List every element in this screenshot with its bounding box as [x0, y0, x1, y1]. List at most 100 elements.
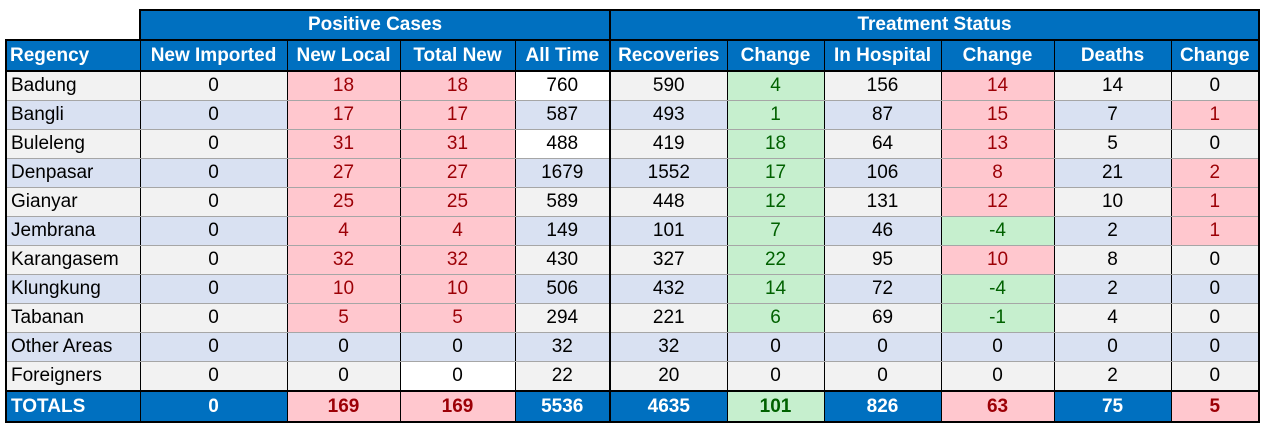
new-imported-cell: 0 — [139, 187, 288, 217]
column-header-in-hospital: In Hospital — [823, 39, 942, 72]
all-time-cell: 506 — [514, 274, 611, 304]
column-header-total-new: Total New — [399, 39, 516, 72]
total-new-cell: 10 — [399, 274, 516, 304]
all-time-cell: 1679 — [514, 158, 611, 188]
hospital-change-cell: 12 — [940, 187, 1055, 217]
new-imported-cell: 0 — [139, 361, 288, 392]
new-imported-cell: 0 — [139, 216, 288, 246]
totals-recoveries: 4635 — [609, 390, 728, 423]
deaths-cell: 8 — [1053, 245, 1172, 275]
in-hospital-cell: 46 — [823, 216, 942, 246]
table-row: Gianyar 0 25 25 589 448 12 131 12 10 1 — [5, 187, 1261, 217]
column-header-row: Regency New Imported New Local Total New… — [5, 39, 1261, 72]
hospital-change-cell: 14 — [940, 70, 1055, 101]
totals-total-new: 169 — [399, 390, 516, 423]
column-header-deaths: Deaths — [1053, 39, 1172, 72]
recoveries-cell: 1552 — [609, 158, 728, 188]
recoveries-cell: 221 — [609, 303, 728, 333]
deaths-change-cell: 0 — [1170, 70, 1261, 101]
deaths-cell: 2 — [1053, 216, 1172, 246]
all-time-cell: 587 — [514, 100, 611, 130]
group-header-blank — [6, 10, 140, 41]
regency-cell: Other Areas — [5, 332, 141, 362]
totals-deaths-change: 5 — [1170, 390, 1261, 423]
totals-row: TOTALS 0 169 169 5536 4635 101 826 63 75… — [5, 390, 1261, 423]
new-local-cell: 10 — [286, 274, 401, 304]
in-hospital-cell: 131 — [823, 187, 942, 217]
total-new-cell: 0 — [399, 332, 516, 362]
recoveries-change-cell: 0 — [726, 361, 825, 392]
totals-label: TOTALS — [5, 390, 141, 423]
deaths-cell: 2 — [1053, 361, 1172, 392]
totals-in-hospital: 826 — [823, 390, 942, 423]
all-time-cell: 760 — [514, 70, 611, 101]
deaths-change-cell: 0 — [1170, 274, 1261, 304]
recoveries-cell: 419 — [609, 129, 728, 159]
table-row: Denpasar 0 27 27 1679 1552 17 106 8 21 2 — [5, 158, 1261, 188]
new-imported-cell: 0 — [139, 129, 288, 159]
group-header-positive-cases: Positive Cases — [138, 9, 612, 41]
recoveries-change-cell: 12 — [726, 187, 825, 217]
column-header-hospital-change: Change — [940, 39, 1055, 72]
in-hospital-cell: 87 — [823, 100, 942, 130]
table-row: Foreigners 0 0 0 22 20 0 0 0 2 0 — [5, 361, 1261, 392]
new-imported-cell: 0 — [139, 158, 288, 188]
hospital-change-cell: 10 — [940, 245, 1055, 275]
column-header-regency: Regency — [5, 39, 141, 72]
new-imported-cell: 0 — [139, 70, 288, 101]
recoveries-change-cell: 1 — [726, 100, 825, 130]
total-new-cell: 18 — [399, 70, 516, 101]
column-header-all-time: All Time — [514, 39, 611, 72]
hospital-change-cell: -1 — [940, 303, 1055, 333]
new-local-cell: 31 — [286, 129, 401, 159]
recoveries-cell: 32 — [609, 332, 728, 362]
table-row: Karangasem 0 32 32 430 327 22 95 10 8 0 — [5, 245, 1261, 275]
recoveries-cell: 590 — [609, 70, 728, 101]
all-time-cell: 149 — [514, 216, 611, 246]
recoveries-change-cell: 22 — [726, 245, 825, 275]
new-local-cell: 27 — [286, 158, 401, 188]
hospital-change-cell: -4 — [940, 274, 1055, 304]
regency-cell: Bangli — [5, 100, 141, 130]
recoveries-cell: 327 — [609, 245, 728, 275]
column-header-recoveries: Recoveries — [609, 39, 728, 72]
hospital-change-cell: 15 — [940, 100, 1055, 130]
regency-cell: Badung — [5, 70, 141, 101]
total-new-cell: 17 — [399, 100, 516, 130]
new-imported-cell: 0 — [139, 303, 288, 333]
deaths-cell: 21 — [1053, 158, 1172, 188]
group-header-treatment-status: Treatment Status — [609, 9, 1261, 41]
total-new-cell: 0 — [399, 361, 516, 392]
recoveries-change-cell: 7 — [726, 216, 825, 246]
table-row: Jembrana 0 4 4 149 101 7 46 -4 2 1 — [5, 216, 1261, 246]
new-imported-cell: 0 — [139, 100, 288, 130]
deaths-change-cell: 0 — [1170, 361, 1261, 392]
recoveries-change-cell: 6 — [726, 303, 825, 333]
in-hospital-cell: 0 — [823, 332, 942, 362]
all-time-cell: 22 — [514, 361, 611, 392]
deaths-cell: 0 — [1053, 332, 1172, 362]
column-header-deaths-change: Change — [1170, 39, 1261, 72]
deaths-change-cell: 0 — [1170, 129, 1261, 159]
regency-cell: Karangasem — [5, 245, 141, 275]
recoveries-cell: 20 — [609, 361, 728, 392]
total-new-cell: 5 — [399, 303, 516, 333]
in-hospital-cell: 72 — [823, 274, 942, 304]
hospital-change-cell: 8 — [940, 158, 1055, 188]
totals-recoveries-change: 101 — [726, 390, 825, 423]
deaths-change-cell: 1 — [1170, 100, 1261, 130]
in-hospital-cell: 156 — [823, 70, 942, 101]
in-hospital-cell: 106 — [823, 158, 942, 188]
column-header-new-imported: New Imported — [139, 39, 288, 72]
in-hospital-cell: 95 — [823, 245, 942, 275]
deaths-change-cell: 2 — [1170, 158, 1261, 188]
recoveries-cell: 448 — [609, 187, 728, 217]
recoveries-cell: 432 — [609, 274, 728, 304]
deaths-change-cell: 0 — [1170, 303, 1261, 333]
regency-cell: Klungkung — [5, 274, 141, 304]
recoveries-change-cell: 14 — [726, 274, 825, 304]
recoveries-change-cell: 18 — [726, 129, 825, 159]
total-new-cell: 27 — [399, 158, 516, 188]
deaths-change-cell: 1 — [1170, 216, 1261, 246]
totals-new-local: 169 — [286, 390, 401, 423]
